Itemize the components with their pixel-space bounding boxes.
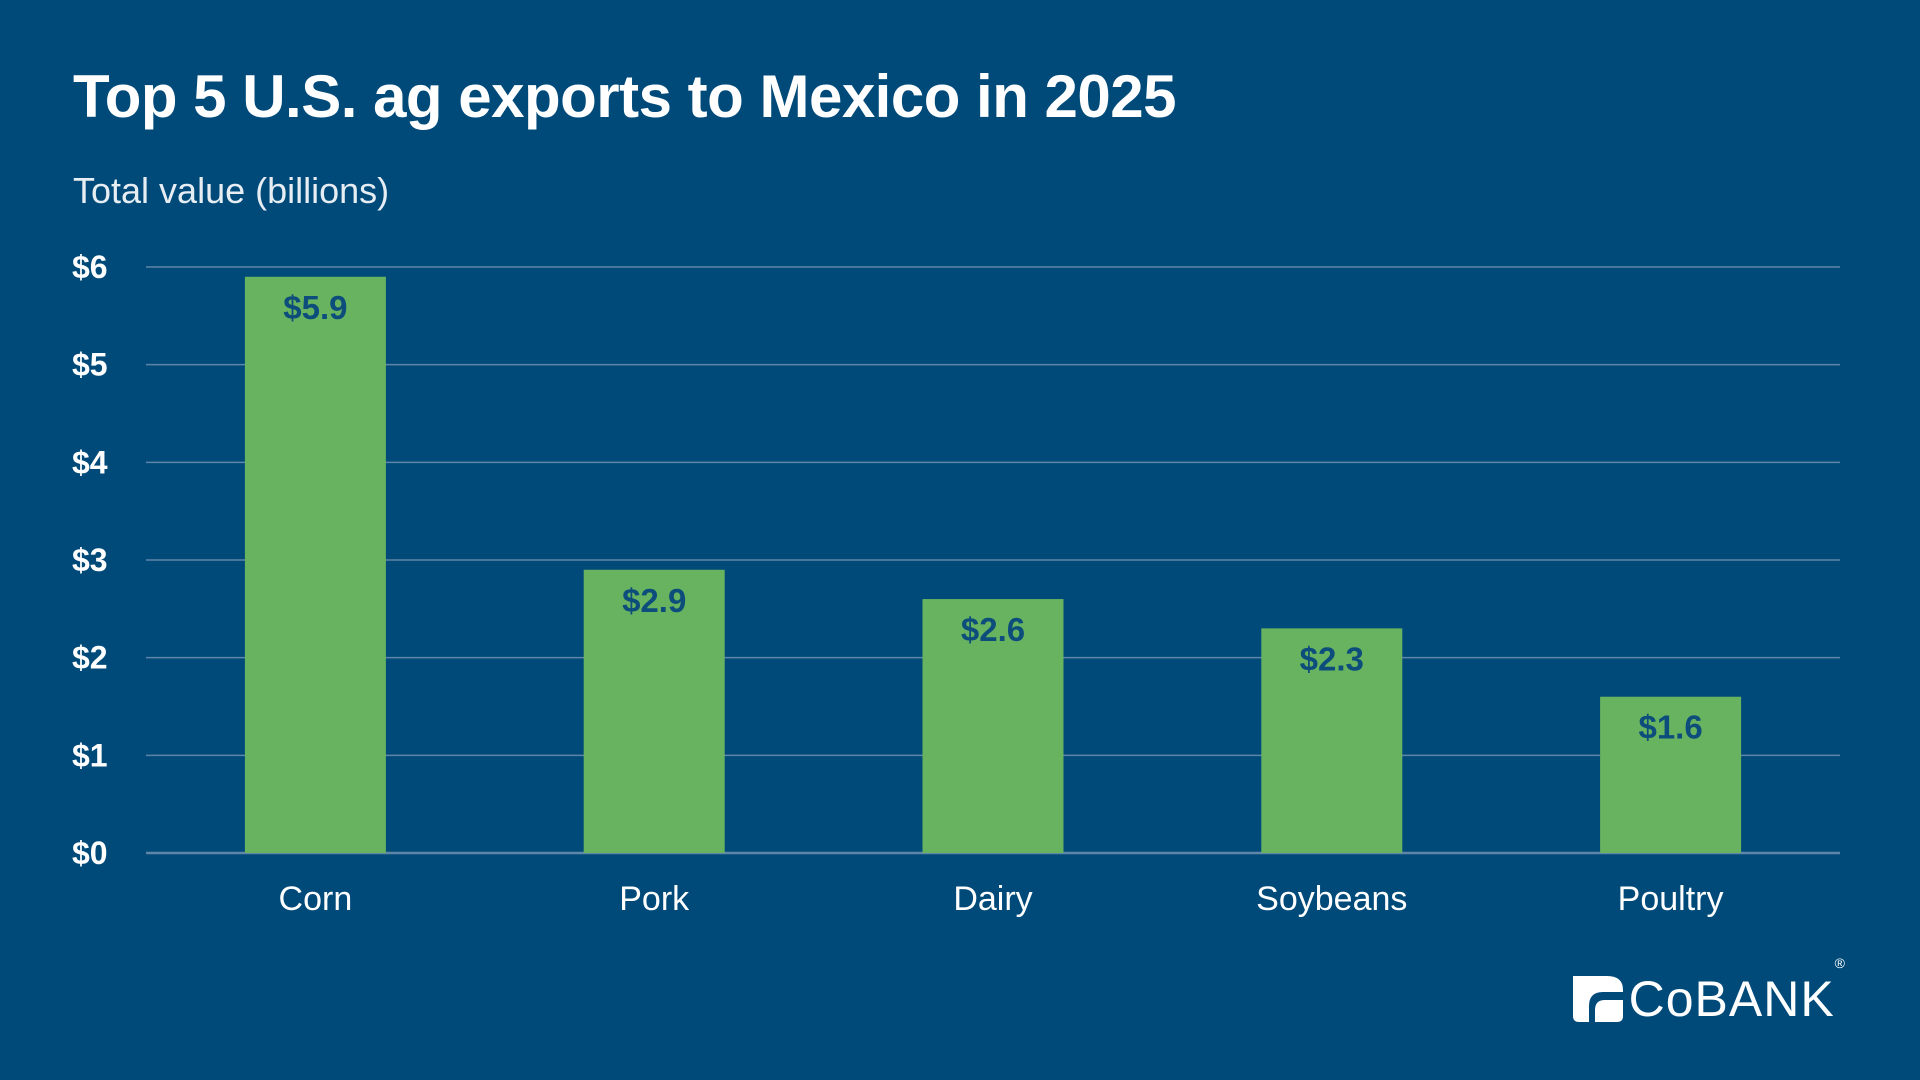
bar-soybeans <box>1261 628 1403 853</box>
bar-pork <box>583 569 725 853</box>
data-label-soybeans: $2.3 <box>1300 640 1364 677</box>
y-tick-label: $3 <box>72 542 108 578</box>
y-tick-label: $1 <box>72 737 108 773</box>
x-tick-label-corn: Corn <box>279 880 353 918</box>
x-tick-label-poultry: Poultry <box>1618 880 1724 918</box>
chart-title: Top 5 U.S. ag exports to Mexico in 2025 <box>73 63 1177 130</box>
bar-poultry <box>1600 696 1742 853</box>
y-tick-label: $6 <box>72 249 108 285</box>
x-tick-label-dairy: Dairy <box>953 880 1032 918</box>
data-labels: $5.9 $2.9 $2.6 $2.3 $1.6 <box>283 289 1702 746</box>
bar-chart: $0 $1 $2 $3 $4 $5 $6 $5.9 $2.9 $2.6 $2.3 $1.6 Corn… <box>72 249 1840 918</box>
y-tick-label: $0 <box>72 835 108 871</box>
cobank-logo-text: CoBANK® <box>1628 955 1846 1027</box>
x-axis-ticks: Corn Pork Dairy Soybeans Poultry <box>279 880 1724 918</box>
y-tick-label: $5 <box>72 347 108 383</box>
data-label-corn: $5.9 <box>283 289 347 326</box>
chart-subtitle: Total value (billions) <box>73 170 390 211</box>
y-tick-label: $2 <box>72 640 108 676</box>
y-tick-label: $4 <box>72 444 108 480</box>
data-label-pork: $2.9 <box>622 582 686 619</box>
cobank-logo-icon <box>1572 976 1623 1022</box>
data-label-poultry: $1.6 <box>1638 709 1702 746</box>
bar-dairy <box>922 599 1064 853</box>
bar-corn <box>244 276 386 853</box>
bars <box>244 276 1742 853</box>
y-axis-ticks: $0 $1 $2 $3 $4 $5 $6 <box>72 249 108 871</box>
x-tick-label-pork: Pork <box>619 880 690 918</box>
data-label-dairy: $2.6 <box>961 611 1025 648</box>
cobank-logo: CoBANK® <box>1572 955 1846 1027</box>
x-tick-label-soybeans: Soybeans <box>1256 880 1407 918</box>
